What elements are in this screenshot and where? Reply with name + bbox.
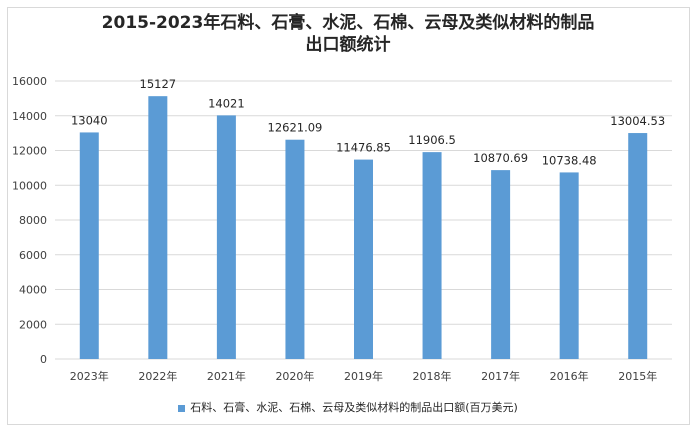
x-tick-label: 2018年 — [413, 369, 452, 383]
y-tick-label: 16000 — [12, 75, 47, 88]
x-tick-label: 2015年 — [618, 369, 657, 383]
y-tick-label: 2000 — [19, 318, 47, 331]
bar — [422, 152, 442, 359]
x-tick-label: 2022年 — [138, 369, 177, 383]
data-label: 13004.53 — [610, 114, 665, 128]
y-tick-label: 0 — [40, 353, 47, 366]
y-tick-label: 6000 — [19, 249, 47, 262]
y-tick-label: 12000 — [12, 145, 47, 158]
y-tick-label: 10000 — [12, 179, 47, 192]
chart-title-line1: 2015-2023年石料、石膏、水泥、石棉、云母及类似材料的制品 — [101, 13, 595, 33]
bar — [148, 96, 168, 360]
bar — [559, 172, 579, 359]
bar — [491, 170, 511, 359]
bar — [285, 139, 305, 359]
data-label: 14021 — [208, 96, 245, 110]
y-tick-label: 8000 — [19, 214, 47, 227]
x-tick-label: 2023年 — [70, 369, 109, 383]
x-tick-label: 2020年 — [275, 369, 314, 383]
data-label: 13040 — [71, 113, 108, 127]
x-tick-label: 2021年 — [207, 369, 246, 383]
y-tick-label: 4000 — [19, 284, 47, 297]
data-label: 10870.69 — [473, 151, 528, 165]
data-label: 11476.85 — [336, 141, 391, 155]
bar — [216, 115, 236, 359]
chart-title-line2: 出口额统计 — [305, 35, 391, 55]
x-tick-label: 2019年 — [344, 369, 383, 383]
legend: 石料、石膏、水泥、石棉、云母及类似材料的制品出口额(百万美元) — [0, 399, 696, 415]
legend-swatch — [178, 404, 186, 412]
data-label: 11906.5 — [408, 133, 456, 147]
chart-title: 2015-2023年石料、石膏、水泥、石棉、云母及类似材料的制品 出口额统计 — [0, 12, 696, 56]
bar — [628, 133, 648, 359]
bar — [354, 159, 373, 359]
x-tick-label: 2016年 — [550, 369, 589, 383]
data-label: 12621.09 — [268, 121, 323, 135]
bar — [79, 132, 99, 359]
y-tick-label: 14000 — [12, 110, 47, 123]
legend-label: 石料、石膏、水泥、石棉、云母及类似材料的制品出口额(百万美元) — [190, 401, 518, 414]
data-label: 10738.48 — [542, 153, 597, 167]
x-tick-label: 2017年 — [481, 369, 520, 383]
data-label: 15127 — [140, 77, 177, 91]
